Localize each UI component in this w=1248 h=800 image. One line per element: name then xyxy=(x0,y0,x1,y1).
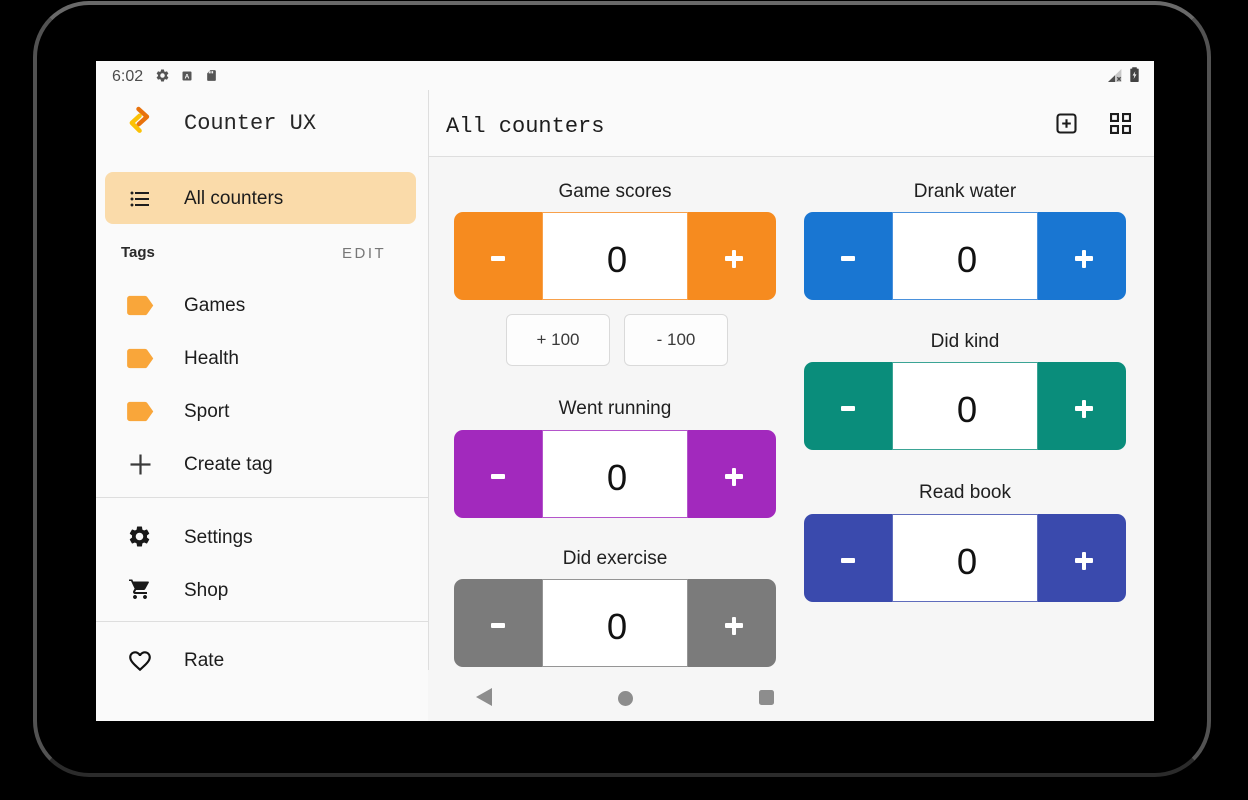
svg-text:A: A xyxy=(185,74,190,81)
